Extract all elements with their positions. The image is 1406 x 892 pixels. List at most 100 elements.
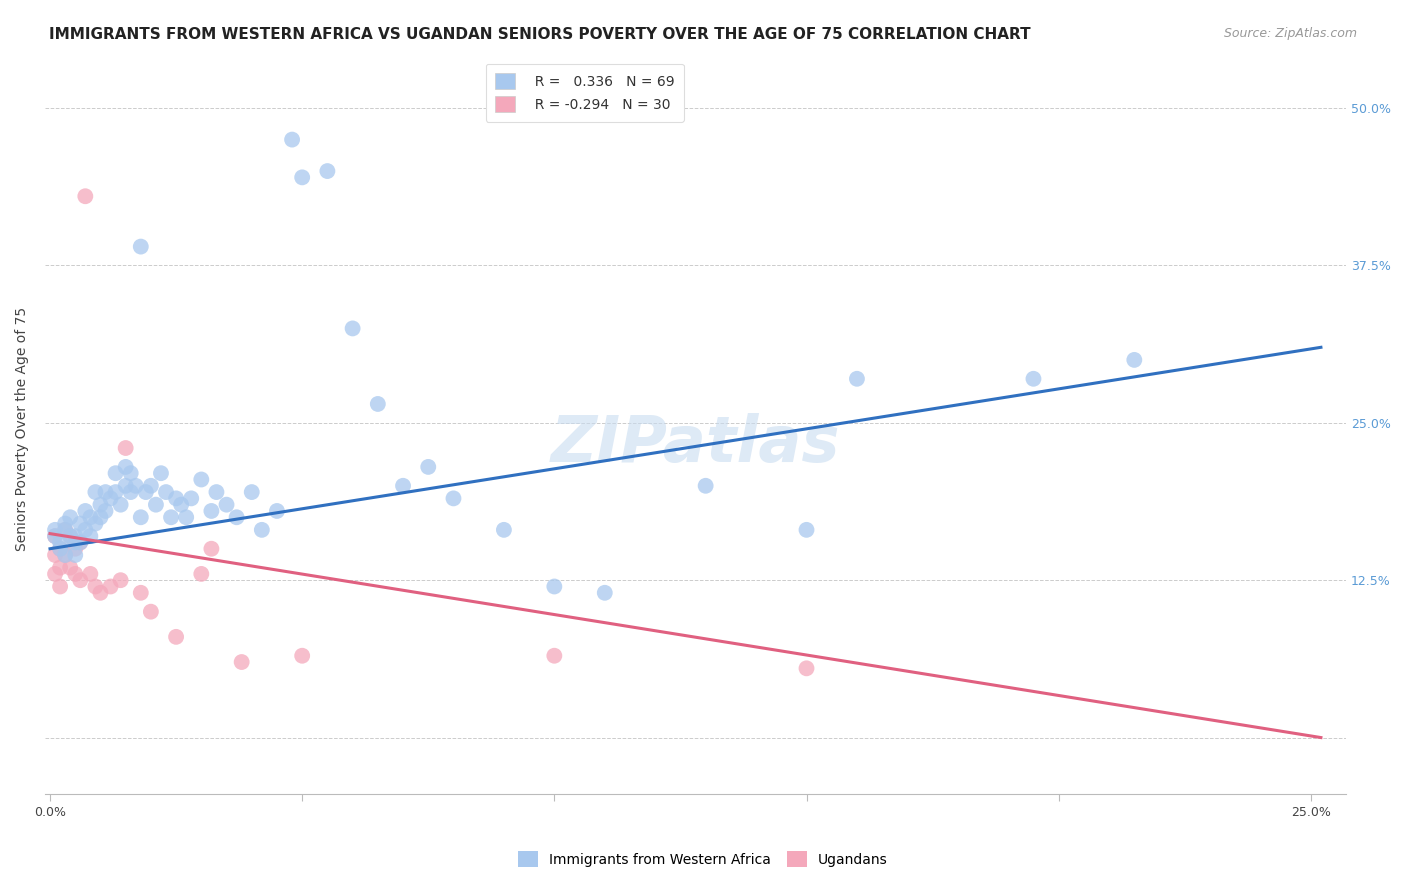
Point <box>59 510 82 524</box>
Point <box>84 516 107 531</box>
Point <box>205 485 228 500</box>
Point <box>79 529 101 543</box>
Point <box>215 498 238 512</box>
Point <box>250 523 273 537</box>
Point <box>796 661 818 675</box>
Point <box>543 580 565 594</box>
Point <box>170 498 193 512</box>
Point <box>79 566 101 581</box>
Point <box>53 548 76 562</box>
Point <box>135 485 157 500</box>
Point <box>79 510 101 524</box>
Point <box>120 485 142 500</box>
Point <box>190 473 212 487</box>
Point <box>75 504 97 518</box>
Point <box>129 239 152 253</box>
Point <box>155 485 177 500</box>
Point <box>69 535 91 549</box>
Point <box>443 491 465 506</box>
Point <box>291 170 314 185</box>
Point <box>114 479 136 493</box>
Point <box>492 523 515 537</box>
Text: IMMIGRANTS FROM WESTERN AFRICA VS UGANDAN SENIORS POVERTY OVER THE AGE OF 75 COR: IMMIGRANTS FROM WESTERN AFRICA VS UGANDA… <box>49 27 1031 42</box>
Point <box>65 566 87 581</box>
Point <box>75 189 97 203</box>
Point <box>75 523 97 537</box>
Point <box>174 510 197 524</box>
Point <box>796 523 818 537</box>
Point <box>120 466 142 480</box>
Point <box>53 548 76 562</box>
Point <box>84 485 107 500</box>
Y-axis label: Seniors Poverty Over the Age of 75: Seniors Poverty Over the Age of 75 <box>15 307 30 551</box>
Point <box>65 548 87 562</box>
Point <box>89 498 111 512</box>
Point <box>44 523 66 537</box>
Point <box>84 580 107 594</box>
Point <box>316 164 339 178</box>
Point <box>240 485 263 500</box>
Point <box>53 523 76 537</box>
Point <box>89 510 111 524</box>
Point <box>543 648 565 663</box>
Point <box>94 485 117 500</box>
Point <box>200 504 222 518</box>
Point <box>231 655 253 669</box>
Point <box>225 510 247 524</box>
Point <box>65 535 87 549</box>
Point <box>367 397 389 411</box>
Point <box>100 580 122 594</box>
Point <box>110 573 132 587</box>
Point <box>59 529 82 543</box>
Point <box>165 491 187 506</box>
Point <box>129 586 152 600</box>
Point <box>44 529 66 543</box>
Point <box>149 466 172 480</box>
Point <box>1022 372 1045 386</box>
Point <box>281 132 304 146</box>
Point <box>200 541 222 556</box>
Point <box>104 466 127 480</box>
Point <box>49 541 72 556</box>
Point <box>69 535 91 549</box>
Point <box>59 529 82 543</box>
Point <box>291 648 314 663</box>
Point <box>100 491 122 506</box>
Legend:   R =   0.336   N = 69,   R = -0.294   N = 30: R = 0.336 N = 69, R = -0.294 N = 30 <box>485 63 685 122</box>
Text: Source: ZipAtlas.com: Source: ZipAtlas.com <box>1223 27 1357 40</box>
Point <box>49 580 72 594</box>
Point <box>145 498 167 512</box>
Point <box>139 479 162 493</box>
Point <box>65 529 87 543</box>
Point <box>180 491 202 506</box>
Point <box>110 498 132 512</box>
Point <box>190 566 212 581</box>
Point <box>114 459 136 474</box>
Point <box>418 459 440 474</box>
Point <box>845 372 868 386</box>
Point <box>49 560 72 574</box>
Point <box>69 516 91 531</box>
Point <box>44 529 66 543</box>
Point <box>342 321 364 335</box>
Point <box>49 541 72 556</box>
Point <box>266 504 288 518</box>
Point <box>44 548 66 562</box>
Point <box>1123 352 1146 367</box>
Point <box>695 479 717 493</box>
Point <box>139 605 162 619</box>
Point <box>53 523 76 537</box>
Point <box>160 510 183 524</box>
Point <box>125 479 148 493</box>
Point <box>49 535 72 549</box>
Point <box>129 510 152 524</box>
Text: ZIPatlas: ZIPatlas <box>551 413 841 475</box>
Point <box>69 573 91 587</box>
Point <box>104 485 127 500</box>
Point <box>65 541 87 556</box>
Point <box>165 630 187 644</box>
Point <box>114 441 136 455</box>
Point <box>94 504 117 518</box>
Point <box>593 586 616 600</box>
Point <box>44 566 66 581</box>
